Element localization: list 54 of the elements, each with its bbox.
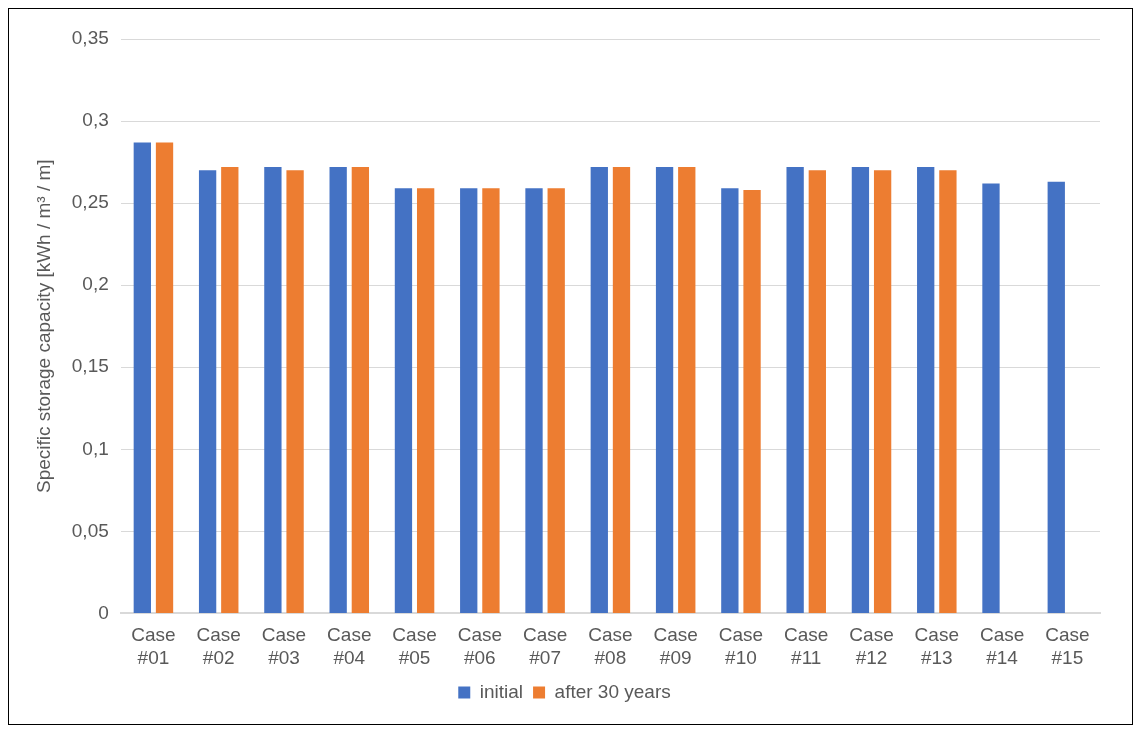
bar	[155, 142, 174, 613]
x-tick-label: Case #05	[392, 624, 437, 668]
legend-label: after 30 years	[554, 680, 671, 702]
x-tick-label: Case #13	[914, 624, 959, 668]
bar	[133, 142, 151, 613]
y-tick-label: 0,3	[82, 109, 109, 131]
x-tick-label: Case #08	[588, 624, 633, 668]
x-tick-label: Case #11	[784, 624, 829, 668]
bar	[525, 188, 543, 613]
y-tick-label: 0,05	[71, 519, 109, 541]
bar	[394, 188, 413, 613]
bar	[547, 188, 565, 613]
x-tick-label: Case #01	[131, 624, 176, 668]
y-tick-label: 0,1	[82, 437, 109, 459]
bar	[808, 170, 826, 613]
bar	[786, 167, 804, 613]
bar	[198, 170, 217, 613]
bar	[264, 167, 282, 613]
x-tick-label: Case #15	[1045, 624, 1090, 668]
bar	[590, 167, 608, 613]
y-tick-label: 0	[98, 601, 109, 623]
bar	[917, 167, 935, 613]
bar	[286, 170, 304, 613]
bar	[416, 188, 435, 613]
bar	[873, 170, 892, 613]
y-tick-label: 0,35	[71, 27, 109, 49]
bar	[743, 189, 761, 613]
x-tick-label: Case #04	[327, 624, 372, 668]
bar	[982, 183, 1000, 613]
bar	[221, 167, 239, 613]
bar	[721, 188, 739, 613]
bar	[678, 167, 696, 613]
x-tick-label: Case #07	[522, 624, 568, 668]
bar	[939, 170, 957, 613]
x-tick-label: Case #02	[196, 624, 241, 668]
y-tick-label: 0,15	[71, 355, 109, 377]
bar	[329, 167, 347, 613]
y-tick-label: 0,25	[71, 191, 109, 213]
y-tick-label: 0,2	[82, 273, 109, 295]
bar	[851, 167, 870, 613]
bar	[612, 167, 631, 613]
x-tick-label: Case #09	[653, 624, 698, 668]
bar	[1047, 181, 1065, 613]
bar	[482, 188, 500, 613]
x-tick-label: Case #10	[718, 624, 764, 668]
x-tick-label: Case #12	[849, 624, 894, 668]
x-tick-label: Case #14	[979, 624, 1025, 668]
x-tick-label: Case #06	[457, 624, 503, 668]
bar	[655, 167, 674, 613]
legend-label: initial	[479, 680, 524, 702]
y-axis-title: Specific storage capacity [kWh / m³ / m]	[32, 159, 54, 494]
bar	[351, 167, 370, 613]
x-tick-label: Case #03	[261, 624, 307, 668]
bar	[460, 188, 478, 613]
